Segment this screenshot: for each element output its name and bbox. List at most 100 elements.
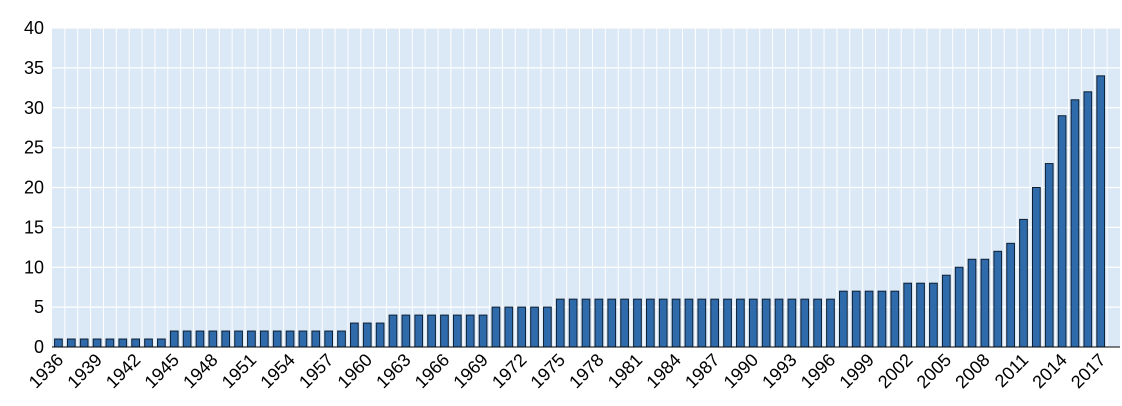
bar (658, 298, 668, 348)
bar (826, 298, 835, 348)
bar (633, 298, 642, 348)
bar (710, 298, 720, 348)
x-tick-label: 2011 (991, 350, 1033, 392)
x-tick-label: 1993 (758, 350, 800, 392)
y-tick-label: 5 (34, 297, 44, 317)
x-tick-label: 1972 (488, 350, 530, 392)
bar (620, 298, 629, 348)
bar (594, 298, 604, 348)
bar (1019, 218, 1028, 348)
bar (761, 298, 771, 348)
bar (851, 290, 861, 348)
bar (1006, 242, 1015, 348)
bar (684, 298, 694, 348)
bar (144, 338, 153, 348)
x-tick-label: 2002 (874, 350, 916, 392)
bar (890, 290, 900, 348)
bar (388, 314, 398, 348)
bar (736, 298, 745, 348)
x-tick-label: 2017 (1067, 350, 1109, 392)
bar (259, 330, 269, 348)
bar (980, 258, 990, 348)
bar (543, 306, 552, 348)
bar (1032, 187, 1041, 348)
bar (877, 290, 887, 348)
bar (1044, 163, 1054, 348)
x-tick-label: 1984 (642, 350, 684, 392)
bar (929, 282, 938, 348)
x-tick-label: 1954 (256, 350, 298, 392)
bar (66, 338, 76, 348)
bar (1083, 91, 1093, 348)
bar (1057, 115, 1067, 348)
x-tick-label: 1978 (565, 350, 607, 392)
bar (324, 330, 334, 348)
bar (362, 322, 372, 348)
bar (555, 298, 565, 348)
y-tick-label: 40 (24, 18, 44, 38)
bar (131, 338, 140, 348)
bar (774, 298, 784, 348)
bar (105, 338, 115, 348)
bar (234, 330, 243, 348)
bar (1096, 75, 1106, 348)
x-tick-label: 1981 (604, 350, 646, 392)
bar (954, 266, 964, 348)
x-tick-label: 1945 (141, 350, 183, 392)
x-tick-label: 2008 (951, 350, 993, 392)
x-tick-label: 1960 (334, 350, 376, 392)
x-tick-label: 1936 (25, 350, 67, 392)
x-tick-label: 1990 (720, 350, 762, 392)
bar (530, 306, 539, 348)
bar (697, 298, 707, 348)
bar (748, 298, 758, 348)
y-tick-label: 30 (24, 98, 44, 118)
x-tick-label: 1939 (63, 350, 105, 392)
x-tick-label: 2014 (1028, 350, 1070, 392)
bar (671, 298, 681, 348)
y-tick-label: 35 (24, 58, 44, 78)
y-tick-label: 0 (34, 337, 44, 357)
bar (568, 298, 578, 348)
bar (285, 330, 295, 348)
bar (157, 338, 166, 348)
x-tick-label: 1957 (295, 350, 337, 392)
bar (440, 314, 449, 348)
bar (941, 274, 951, 348)
bar (401, 314, 411, 348)
bar (993, 250, 1003, 348)
bar (903, 282, 913, 348)
x-tick-label: 1942 (102, 350, 144, 392)
x-tick-label: 1951 (218, 350, 260, 392)
x-tick-label: 1963 (372, 350, 414, 392)
bar (465, 314, 475, 348)
y-tick-label: 10 (24, 257, 44, 277)
bar (375, 322, 385, 348)
bar (517, 306, 527, 348)
x-tick-label: 1999 (835, 350, 877, 392)
x-tick-label: 1948 (179, 350, 221, 392)
bar (337, 330, 346, 348)
bar (452, 314, 462, 348)
x-tick-label: 1987 (681, 350, 723, 392)
bar (581, 298, 591, 348)
bar (298, 330, 308, 348)
bar (504, 306, 514, 348)
bar (478, 314, 488, 348)
bar (607, 298, 617, 348)
bar (311, 330, 321, 348)
bar (787, 298, 797, 348)
x-tick-label: 1996 (797, 350, 839, 392)
y-tick-label: 15 (24, 217, 44, 237)
bar (916, 282, 925, 348)
bar (800, 298, 810, 348)
bar (79, 338, 89, 348)
bar (723, 298, 732, 348)
bar (247, 330, 256, 348)
bar (92, 338, 102, 348)
bar (118, 338, 128, 348)
bar (967, 258, 977, 348)
bar (1070, 99, 1080, 348)
